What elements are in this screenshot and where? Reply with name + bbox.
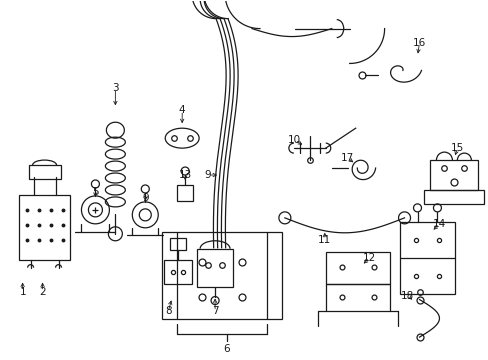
Text: 9: 9 — [142, 193, 148, 203]
Text: 18: 18 — [400, 291, 413, 301]
Bar — [325, 284, 389, 311]
Text: 4: 4 — [179, 105, 185, 115]
Text: 8: 8 — [164, 306, 171, 316]
Text: 6: 6 — [224, 345, 230, 354]
Text: 10: 10 — [288, 135, 301, 145]
Text: 16: 16 — [412, 37, 425, 48]
Text: 17: 17 — [341, 153, 354, 163]
Text: 11: 11 — [318, 235, 331, 245]
Bar — [177, 185, 193, 201]
Text: 13: 13 — [178, 170, 191, 180]
Text: 1: 1 — [20, 287, 26, 297]
Text: 14: 14 — [432, 219, 445, 229]
Bar — [164, 260, 192, 284]
Text: 15: 15 — [450, 143, 463, 153]
Bar — [162, 232, 281, 319]
Bar — [429, 160, 477, 190]
Bar — [424, 190, 483, 204]
Text: 7: 7 — [211, 306, 218, 316]
Bar — [197, 249, 233, 287]
Bar — [399, 222, 454, 293]
Bar — [19, 195, 70, 260]
Text: 12: 12 — [362, 253, 375, 263]
Text: 2: 2 — [39, 287, 46, 297]
Bar — [29, 165, 61, 179]
Bar — [325, 252, 389, 284]
Text: 5: 5 — [92, 187, 99, 197]
Bar — [170, 238, 186, 250]
Text: 9: 9 — [204, 170, 211, 180]
Text: 3: 3 — [112, 84, 119, 93]
